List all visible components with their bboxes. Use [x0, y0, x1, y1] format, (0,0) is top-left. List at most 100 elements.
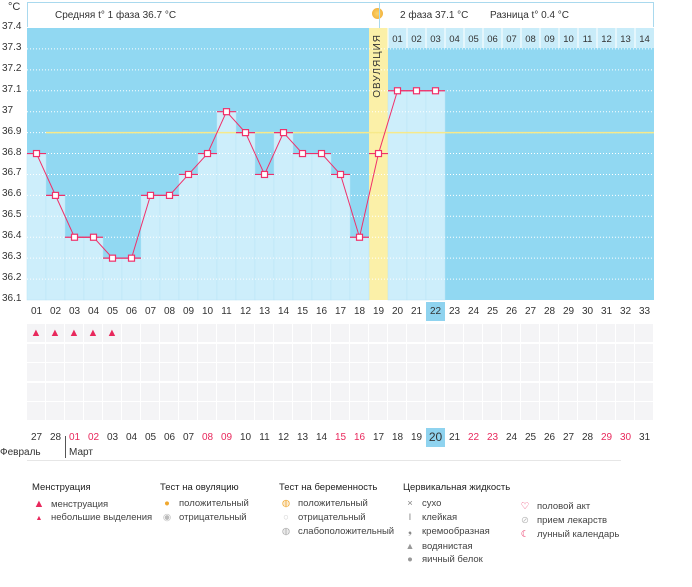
symptom-cell[interactable]: [464, 382, 483, 402]
symptom-cell[interactable]: [350, 363, 369, 382]
symptom-cell[interactable]: [616, 402, 635, 421]
symptom-cell[interactable]: [122, 324, 141, 343]
symptom-cell[interactable]: [255, 363, 274, 382]
symptom-cell[interactable]: [46, 382, 65, 402]
date-cell[interactable]: 13: [296, 432, 309, 443]
date-cell[interactable]: 28: [581, 432, 594, 443]
symptom-cell[interactable]: [350, 343, 369, 363]
symptom-cell[interactable]: [217, 324, 236, 343]
symptom-cell[interactable]: [426, 402, 445, 421]
date-cell[interactable]: 29: [600, 432, 613, 443]
symptom-cell[interactable]: [65, 382, 84, 402]
symptom-cell[interactable]: [312, 324, 331, 343]
date-cell[interactable]: 09: [220, 432, 233, 443]
symptom-cell[interactable]: [198, 382, 217, 402]
cycle-day[interactable]: 32: [619, 306, 632, 317]
symptom-cell[interactable]: [236, 402, 255, 421]
cycle-day[interactable]: 22: [426, 302, 445, 321]
symptom-cell[interactable]: [445, 402, 464, 421]
symptom-cell[interactable]: [369, 363, 388, 382]
date-cell[interactable]: 23: [486, 432, 499, 443]
symptom-cell[interactable]: [559, 343, 578, 363]
date-cell[interactable]: 11: [259, 432, 270, 443]
symptom-cell[interactable]: [65, 343, 84, 363]
symptom-cell[interactable]: [521, 343, 540, 363]
symptom-cell[interactable]: [464, 363, 483, 382]
symptom-cell[interactable]: [217, 343, 236, 363]
cycle-day[interactable]: 13: [258, 306, 271, 317]
cycle-day[interactable]: 28: [543, 306, 556, 317]
symptom-cell[interactable]: [369, 382, 388, 402]
cycle-day[interactable]: 02: [49, 306, 62, 317]
symptom-cell[interactable]: [407, 402, 426, 421]
date-cell[interactable]: 06: [163, 432, 176, 443]
date-cell[interactable]: 01: [68, 432, 81, 443]
symptom-cell[interactable]: [312, 402, 331, 421]
symptom-cell[interactable]: [616, 324, 635, 343]
symptom-cell[interactable]: [84, 343, 103, 363]
symptom-cell[interactable]: [293, 324, 312, 343]
symptom-cell[interactable]: [502, 324, 521, 343]
symptom-cell[interactable]: [122, 402, 141, 421]
symptom-cell[interactable]: [502, 382, 521, 402]
date-cell[interactable]: 08: [201, 432, 214, 443]
cycle-day[interactable]: 21: [410, 306, 423, 317]
symptom-cell[interactable]: [445, 343, 464, 363]
symptom-cell[interactable]: [179, 382, 198, 402]
cycle-day[interactable]: 26: [505, 306, 518, 317]
symptom-cell[interactable]: [597, 363, 616, 382]
date-cell[interactable]: 27: [562, 432, 575, 443]
date-cell[interactable]: 16: [353, 432, 366, 443]
symptom-cell[interactable]: [635, 324, 654, 343]
symptom-cell[interactable]: [464, 324, 483, 343]
date-cell[interactable]: 10: [239, 432, 252, 443]
symptom-cell[interactable]: [597, 343, 616, 363]
symptom-cell[interactable]: [198, 363, 217, 382]
symptom-cell[interactable]: ▲: [27, 324, 46, 343]
symptom-cell[interactable]: [521, 382, 540, 402]
symptom-cell[interactable]: [578, 324, 597, 343]
cycle-day[interactable]: 25: [486, 306, 499, 317]
cycle-day[interactable]: 31: [600, 306, 613, 317]
symptom-cell[interactable]: [103, 382, 122, 402]
cycle-day[interactable]: 16: [315, 306, 328, 317]
symptom-cell[interactable]: [521, 402, 540, 421]
symptom-cell[interactable]: [274, 324, 293, 343]
symptom-cell[interactable]: [388, 343, 407, 363]
symptom-cell[interactable]: [388, 402, 407, 421]
date-cell[interactable]: 31: [638, 432, 651, 443]
date-cell[interactable]: 24: [505, 432, 518, 443]
symptom-cell[interactable]: [540, 363, 559, 382]
cycle-day[interactable]: 33: [638, 306, 651, 317]
symptom-cell[interactable]: [616, 343, 635, 363]
symptom-cell[interactable]: [464, 343, 483, 363]
symptom-cell[interactable]: [217, 402, 236, 421]
symptom-cell[interactable]: [84, 363, 103, 382]
symptom-cell[interactable]: [331, 363, 350, 382]
symptom-cell[interactable]: [331, 402, 350, 421]
symptom-cell[interactable]: [27, 363, 46, 382]
symptom-cell[interactable]: [426, 343, 445, 363]
cycle-day[interactable]: 20: [391, 306, 404, 317]
symptom-cell[interactable]: [559, 324, 578, 343]
cycle-day[interactable]: 08: [163, 306, 176, 317]
symptom-cell[interactable]: [274, 402, 293, 421]
symptom-cell[interactable]: [236, 363, 255, 382]
date-cell[interactable]: 05: [144, 432, 157, 443]
symptom-cell[interactable]: [635, 382, 654, 402]
symptom-cell[interactable]: [559, 363, 578, 382]
cycle-day[interactable]: 17: [334, 306, 347, 317]
symptom-cell[interactable]: [540, 324, 559, 343]
symptom-cell[interactable]: [388, 324, 407, 343]
symptom-cell[interactable]: [502, 363, 521, 382]
symptom-cell[interactable]: [198, 343, 217, 363]
symptom-cell[interactable]: [312, 343, 331, 363]
symptom-cell[interactable]: [236, 324, 255, 343]
symptom-cell[interactable]: [331, 324, 350, 343]
symptom-cell[interactable]: [274, 343, 293, 363]
cycle-day[interactable]: 06: [125, 306, 138, 317]
symptom-cell[interactable]: [293, 382, 312, 402]
symptom-cell[interactable]: [122, 363, 141, 382]
symptom-cell[interactable]: [426, 382, 445, 402]
symptom-cell[interactable]: [160, 363, 179, 382]
